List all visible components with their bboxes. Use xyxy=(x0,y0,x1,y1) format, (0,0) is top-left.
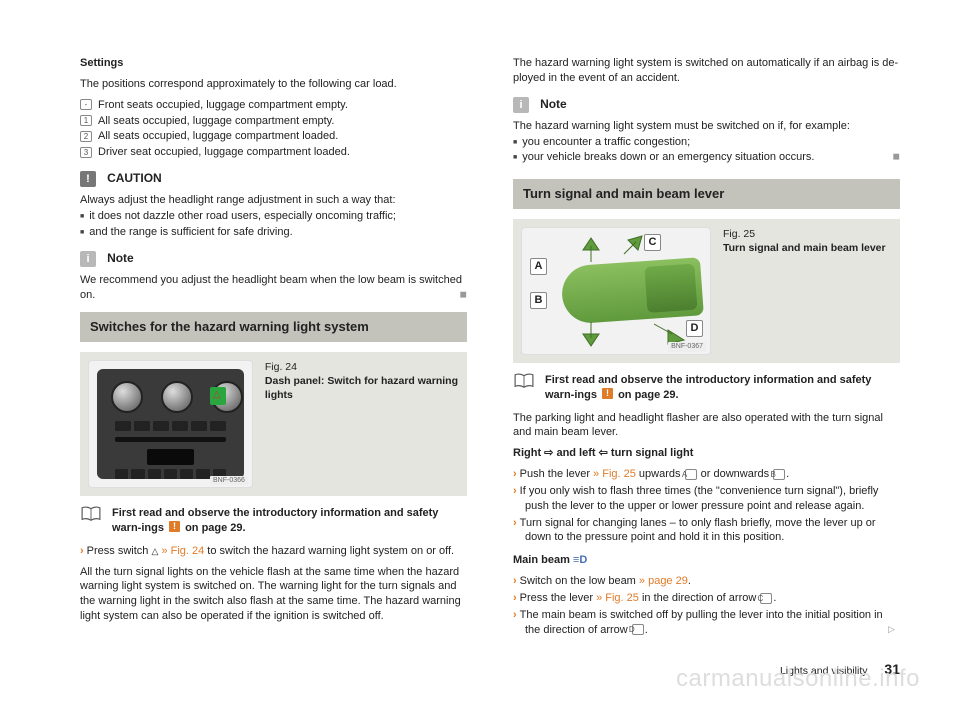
fig-label-b: B xyxy=(530,292,547,309)
paragraph: All the turn signal lights on the vehicl… xyxy=(80,565,467,624)
book-icon xyxy=(80,506,102,522)
setting-text: Driver seat occupied, luggage compartmen… xyxy=(98,146,350,158)
caution-block: ! CAUTION xyxy=(80,170,467,187)
setting-box: 3 xyxy=(80,147,92,158)
figure-24: BNF-0366 Fig. 24 Dash panel: Switch for … xyxy=(80,352,467,496)
fig-label-d: D xyxy=(686,320,703,337)
warning-icon xyxy=(169,521,180,532)
note-intro: The hazard warning light system must be … xyxy=(513,119,900,134)
bullet: it does not dazzle other road users, esp… xyxy=(80,209,467,224)
action-item: ›If you only wish to flash three times (… xyxy=(513,484,900,514)
section-heading-bar: Switches for the hazard warning light sy… xyxy=(80,312,467,342)
setting-box: - xyxy=(80,99,92,110)
chevron-icon: › xyxy=(513,609,517,621)
label-box-b: B xyxy=(773,469,785,480)
setting-text: Front seats occupied, luggage compartmen… xyxy=(98,99,348,111)
note-icon: i xyxy=(80,251,96,267)
main-beam-icon: ≡D xyxy=(573,554,587,566)
action-item: ›Turn signal for changing lanes – to onl… xyxy=(513,516,900,546)
caution-bullets: it does not dazzle other road users, esp… xyxy=(80,209,467,240)
end-mark-icon xyxy=(893,150,900,162)
book-icon xyxy=(513,373,535,389)
section-heading-bar: Turn signal and main beam lever xyxy=(513,179,900,209)
read-first-block: First read and observe the introductory … xyxy=(513,373,900,403)
action-item: ›Press the lever » Fig. 25 in the direct… xyxy=(513,591,900,606)
setting-text: All seats occupied, luggage compartment … xyxy=(98,115,334,127)
action-list: ›Push the lever » Fig. 25 upwards A or d… xyxy=(513,467,900,545)
subheading-right-left: Right ⇨ and left ⇦ turn signal light xyxy=(513,446,900,461)
chevron-icon: › xyxy=(513,468,517,480)
figure-25-image: A B C D BNF-0367 xyxy=(521,227,711,355)
figure-24-image: BNF-0366 xyxy=(88,360,253,488)
lever-graphic xyxy=(560,257,704,325)
label-box-a: A xyxy=(685,469,697,480)
read-first-text: First read and observe the introductory … xyxy=(112,506,467,536)
subheading-main-beam: Main beam ≡D xyxy=(513,553,900,568)
caution-label: CAUTION xyxy=(107,171,162,185)
chevron-icon: › xyxy=(513,592,517,604)
setting-box: 2 xyxy=(80,131,92,142)
figure-24-caption: Fig. 24 Dash panel: Switch for hazard wa… xyxy=(265,360,459,488)
end-mark-icon xyxy=(460,288,467,300)
arrow-forward-icon xyxy=(618,232,648,258)
turn-left-icon: ⇦ xyxy=(599,447,608,459)
page: Settings The positions correspond approx… xyxy=(0,0,960,701)
label-box-c: C xyxy=(760,593,772,604)
turn-right-icon: ⇨ xyxy=(544,447,553,459)
bullet: you encounter a traffic congestion; xyxy=(513,135,900,150)
figure-25-caption: Fig. 25 Turn signal and main beam lever xyxy=(723,227,886,355)
note-block: i Note xyxy=(513,96,900,113)
read-first-block: First read and observe the introductory … xyxy=(80,506,467,536)
note-label: Note xyxy=(107,251,134,265)
note-bullets: you encounter a traffic congestion; your… xyxy=(513,135,900,166)
arrow-down-icon xyxy=(576,320,606,348)
figure-25: A B C D BNF-0367 Fig. 25 Turn signal and… xyxy=(513,219,900,363)
action-item: ›Press switch △ » Fig. 24 to switch the … xyxy=(80,544,467,559)
warning-icon xyxy=(602,388,613,399)
paragraph: The parking light and headlight flasher … xyxy=(513,411,900,441)
action-item: ›Push the lever » Fig. 25 upwards A or d… xyxy=(513,467,900,482)
settings-intro: The positions correspond approximately t… xyxy=(80,77,467,92)
action-item: ›Switch on the low beam » page 29. xyxy=(513,574,900,589)
label-box-d: D xyxy=(632,624,644,635)
bullet: your vehicle breaks down or an emergency… xyxy=(513,150,900,165)
chevron-icon: › xyxy=(513,485,517,497)
chevron-icon: › xyxy=(80,545,84,557)
bullet: and the range is sufficient for safe dri… xyxy=(80,225,467,240)
setting-text: All seats occupied, luggage compartment … xyxy=(98,130,338,142)
hazard-button-graphic xyxy=(210,387,226,405)
paragraph: The hazard warning light system is switc… xyxy=(513,56,900,86)
action-list: ›Press switch △ » Fig. 24 to switch the … xyxy=(80,544,467,559)
left-column: Settings The positions correspond approx… xyxy=(80,50,467,681)
right-column: The hazard warning light system is switc… xyxy=(513,50,900,681)
read-first-text: First read and observe the introductory … xyxy=(545,373,900,403)
note-label: Note xyxy=(540,97,567,111)
note-icon: i xyxy=(513,97,529,113)
chevron-icon: › xyxy=(513,517,517,529)
figure-code: BNF-0367 xyxy=(668,342,706,351)
chevron-icon: › xyxy=(513,575,517,587)
figure-code: BNF-0366 xyxy=(210,476,248,485)
setting-row: 2 All seats occupied, luggage compartment… xyxy=(80,129,467,144)
setting-box: 1 xyxy=(80,115,92,126)
note-text: We recommend you adjust the headlight be… xyxy=(80,273,467,303)
fig-label-a: A xyxy=(530,258,547,275)
caution-icon: ! xyxy=(80,171,96,187)
setting-row: 3 Driver seat occupied, luggage compartme… xyxy=(80,145,467,160)
action-item: ›The main beam is switched off by pullin… xyxy=(513,608,900,638)
watermark: carmanualsonline.info xyxy=(676,663,920,695)
setting-row: -Front seats occupied, luggage compartme… xyxy=(80,98,467,113)
action-list: ›Switch on the low beam » page 29. ›Pres… xyxy=(513,574,900,637)
arrow-up-icon xyxy=(576,236,606,264)
settings-heading: Settings xyxy=(80,56,467,71)
note-block: i Note xyxy=(80,250,467,267)
caution-intro: Always adjust the headlight range adjust… xyxy=(80,193,467,208)
setting-row: 1 All seats occupied, luggage compartment… xyxy=(80,114,467,129)
